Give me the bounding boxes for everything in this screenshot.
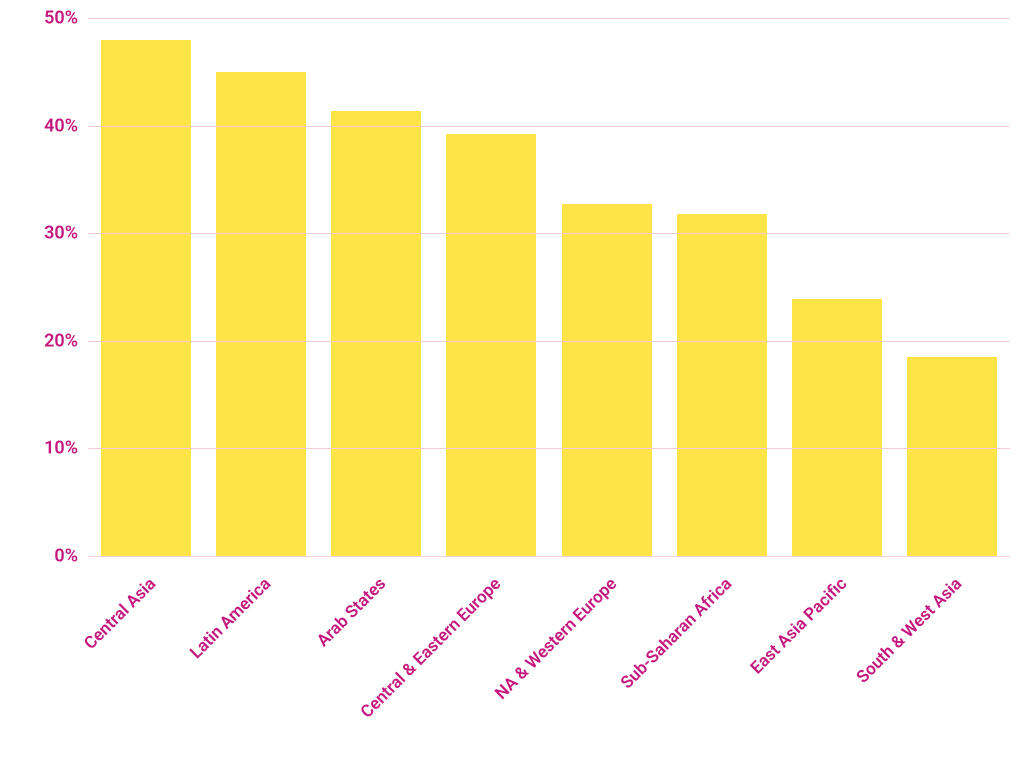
gridline [88, 341, 1010, 342]
x-tick-label: NA & Western Europe [491, 574, 621, 704]
bar [216, 72, 306, 556]
y-tick-label: 30% [0, 223, 78, 244]
gridline [88, 126, 1010, 127]
bar-chart: Central AsiaLatin AmericaArab StatesCent… [0, 0, 1024, 768]
bar [677, 214, 767, 556]
plot-area [88, 18, 1010, 556]
x-tick-label: East Asia Pacific [747, 574, 851, 678]
bar-slot [203, 18, 318, 556]
x-tick-label: Latin America [186, 574, 275, 663]
bar [907, 357, 997, 556]
x-tick-label: Arab States [313, 574, 390, 651]
bar-slot [88, 18, 203, 556]
gridline [88, 448, 1010, 449]
x-tick-label: Central Asia [80, 574, 160, 654]
y-tick-label: 10% [0, 438, 78, 459]
bar-slot [780, 18, 895, 556]
gridline [88, 18, 1010, 19]
y-tick-label: 0% [0, 546, 78, 567]
bar-slot [549, 18, 664, 556]
y-tick-label: 20% [0, 330, 78, 351]
bar [446, 134, 536, 556]
x-tick-label: Sub-Saharan Africa [617, 574, 736, 693]
bar [562, 204, 652, 556]
bar [792, 299, 882, 556]
bar-slot [319, 18, 434, 556]
y-tick-label: 50% [0, 8, 78, 29]
bar-slot [664, 18, 779, 556]
gridline [88, 556, 1010, 557]
gridline [88, 233, 1010, 234]
bar-slot [895, 18, 1010, 556]
y-tick-label: 40% [0, 115, 78, 136]
bars-container [88, 18, 1010, 556]
bar [331, 111, 421, 556]
bar [101, 40, 191, 556]
x-tick-label: South & West Asia [853, 574, 966, 687]
bar-slot [434, 18, 549, 556]
